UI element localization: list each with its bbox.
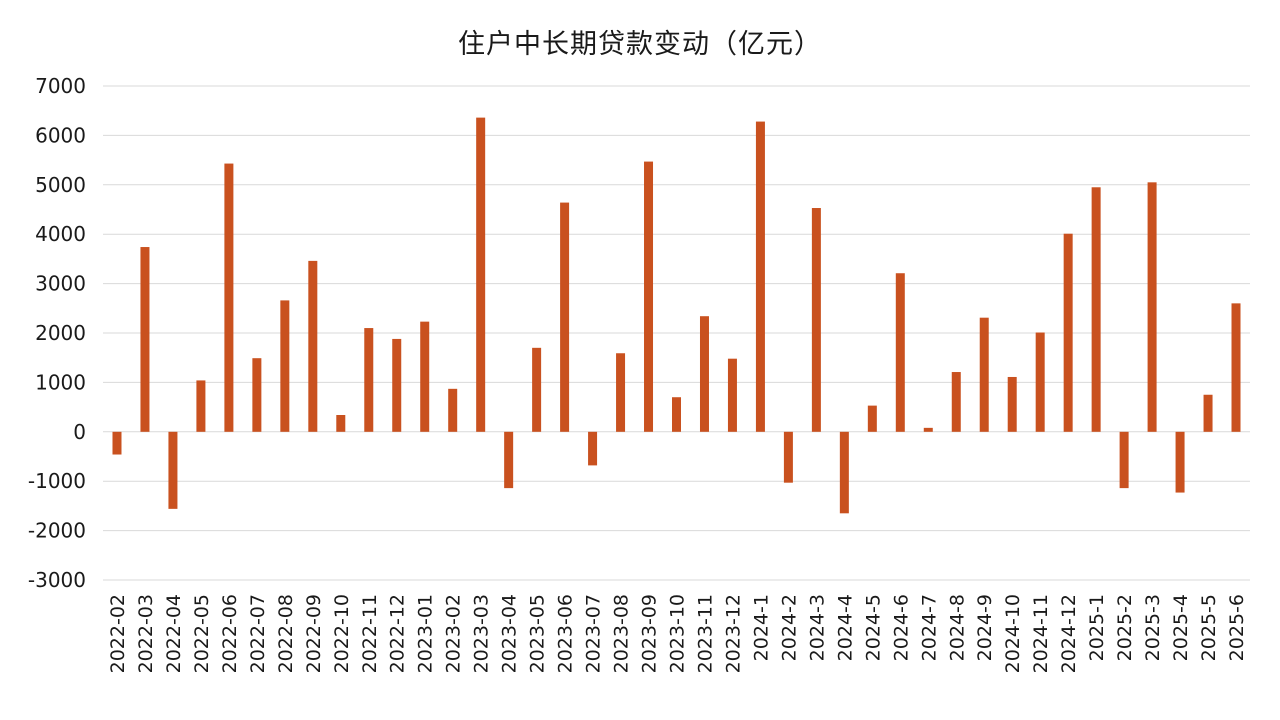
y-tick-label: 6000 — [35, 123, 86, 147]
bar-2023-05 — [532, 347, 542, 432]
bar-2022-10 — [336, 415, 346, 432]
x-tick-label: 2022-08 — [275, 594, 297, 673]
x-tick-label: 2022-02 — [107, 594, 129, 673]
x-tick-label: 2024-2 — [778, 594, 800, 661]
y-tick-label: -2000 — [28, 519, 86, 543]
x-tick-label: 2024-10 — [1002, 594, 1024, 673]
bar-2022-06 — [224, 163, 234, 432]
x-tick-label: 2023-06 — [555, 594, 577, 673]
y-tick-label: 7000 — [35, 74, 86, 98]
x-tick-label: 2023-11 — [694, 594, 716, 673]
x-tick-label: 2023-09 — [639, 594, 661, 673]
bar-2022-09 — [308, 260, 318, 432]
bar-2022-04 — [168, 431, 178, 509]
bar-2023-12 — [727, 358, 737, 432]
bar-2023-08 — [616, 353, 626, 432]
x-tick-label: 2024-6 — [890, 594, 912, 661]
y-tick-label: -1000 — [28, 469, 86, 493]
bar-2025-6 — [1231, 303, 1241, 432]
y-tick-label: -3000 — [28, 568, 86, 592]
x-tick-label: 2024-8 — [946, 594, 968, 661]
bar-2025-5 — [1203, 394, 1213, 432]
x-tick-label: 2022-05 — [191, 594, 213, 673]
bar-2022-08 — [280, 300, 290, 432]
x-tick-label: 2024-4 — [834, 594, 856, 661]
bar-2024-6 — [895, 273, 905, 432]
x-tick-label: 2024-1 — [750, 594, 772, 661]
y-tick-label: 3000 — [35, 272, 86, 296]
x-tick-label: 2022-04 — [163, 594, 185, 673]
bar-2023-01 — [420, 321, 430, 432]
x-tick-label: 2025-1 — [1086, 594, 1108, 661]
bar-2024-7 — [923, 427, 933, 432]
x-tick-label: 2022-09 — [303, 594, 325, 673]
x-tick-label: 2025-5 — [1198, 594, 1220, 661]
bar-2023-02 — [448, 388, 458, 432]
bar-2024-8 — [951, 372, 961, 432]
x-tick-label: 2023-02 — [443, 594, 465, 673]
bars — [112, 117, 1241, 514]
bar-2022-02 — [112, 431, 122, 455]
bar-2025-1 — [1091, 187, 1101, 432]
x-tick-label: 2025-2 — [1114, 594, 1136, 661]
bar-2024-11 — [1035, 332, 1045, 432]
bar-2022-12 — [392, 338, 402, 432]
bar-2024-4 — [839, 431, 849, 514]
x-tick-label: 2023-10 — [667, 594, 689, 673]
x-tick-label: 2022-03 — [135, 594, 157, 673]
bar-2023-09 — [644, 161, 654, 432]
bar-2024-12 — [1063, 233, 1073, 432]
chart-title: 住户中长期贷款变动（亿元） — [458, 29, 822, 60]
bar-2024-5 — [867, 405, 877, 432]
x-tick-label: 2024-9 — [974, 594, 996, 661]
x-tick-label: 2025-3 — [1142, 594, 1164, 661]
bar-2025-3 — [1147, 182, 1157, 432]
bar-2023-11 — [699, 316, 709, 432]
bar-2025-2 — [1119, 431, 1129, 489]
x-tick-label: 2022-06 — [219, 594, 241, 673]
bar-2023-06 — [560, 202, 570, 432]
x-tick-label: 2024-5 — [862, 594, 884, 661]
bar-2024-2 — [783, 431, 793, 483]
y-tick-label: 4000 — [35, 222, 86, 246]
x-tick-label: 2022-10 — [331, 594, 353, 673]
x-tick-label: 2025-4 — [1170, 594, 1192, 661]
x-tick-label: 2022-07 — [247, 594, 269, 673]
y-tick-label: 2000 — [35, 321, 86, 345]
x-tick-label: 2023-04 — [499, 594, 521, 673]
bar-2024-1 — [755, 121, 765, 432]
x-tick-label: 2024-7 — [918, 594, 940, 661]
x-tick-label: 2022-11 — [359, 594, 381, 673]
x-tick-label: 2024-11 — [1030, 594, 1052, 673]
bar-2024-3 — [811, 208, 821, 432]
x-tick-label: 2024-3 — [806, 594, 828, 661]
bar-2024-9 — [979, 317, 989, 432]
x-tick-label: 2023-01 — [415, 594, 437, 673]
bar-2024-10 — [1007, 376, 1017, 432]
x-tick-label: 2023-07 — [583, 594, 605, 673]
x-tick-label: 2023-05 — [527, 594, 549, 673]
x-tick-label: 2024-12 — [1058, 594, 1080, 673]
bar-2023-07 — [588, 431, 598, 466]
x-axis-labels: 2022-02 2022-03 2022-04 2022-05 2022-06 2022-… — [107, 594, 1248, 673]
bar-2023-04 — [504, 431, 514, 489]
x-tick-label: 2022-12 — [387, 594, 409, 673]
bar-2023-03 — [476, 117, 486, 432]
bar-2023-10 — [672, 397, 681, 432]
x-tick-label: 2023-12 — [722, 594, 744, 673]
bar-2022-03 — [140, 247, 150, 432]
y-tick-label: 5000 — [35, 173, 86, 197]
bar-2022-11 — [364, 328, 374, 432]
y-tick-label: 1000 — [35, 370, 86, 394]
x-tick-label: 2023-08 — [611, 594, 633, 673]
bar-2022-05 — [196, 380, 206, 432]
gridlines — [103, 85, 1250, 581]
y-tick-label: 0 — [73, 420, 86, 444]
bar-2022-07 — [252, 358, 262, 432]
x-tick-label: 2023-03 — [471, 594, 493, 673]
bar-2025-4 — [1175, 431, 1185, 493]
x-tick-label: 2025-6 — [1226, 594, 1248, 661]
